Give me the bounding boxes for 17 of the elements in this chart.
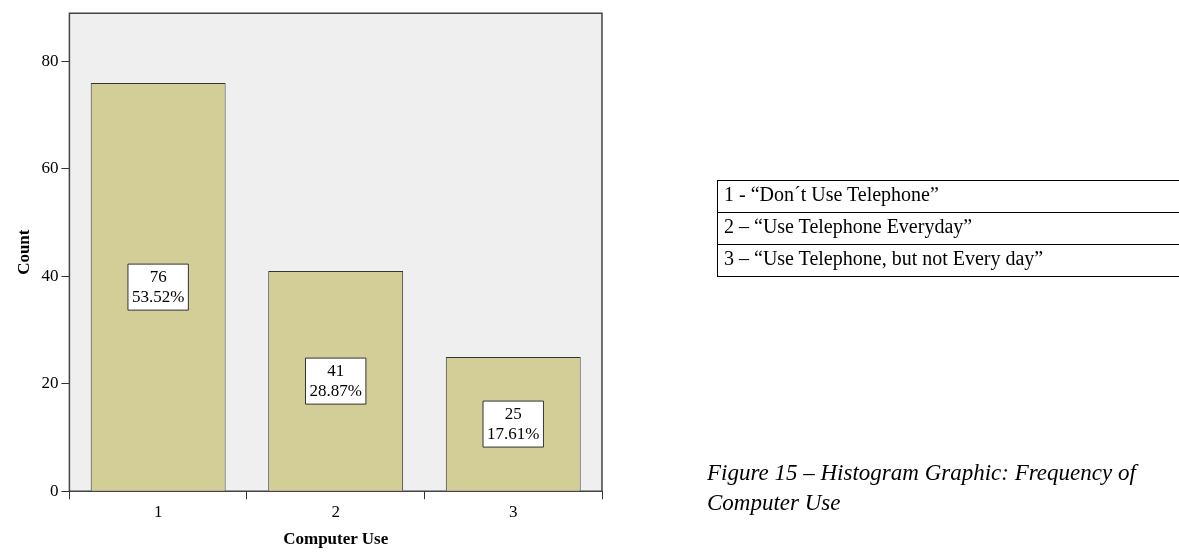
x-axis-title: Computer Use [283, 529, 389, 549]
data-label: 41 28.87% [309, 360, 362, 400]
y-tick-label: 60 [41, 158, 59, 178]
data-label: 76 53.52% [131, 266, 185, 306]
x-tick-label: 3 [508, 501, 518, 521]
y-tick-label: 40 [41, 265, 59, 285]
y-tick-label: 80 [41, 51, 59, 71]
x-tick-label: 1 [153, 501, 163, 521]
text: 2 – “Use Telephone Everyday” [717, 212, 1179, 245]
y-tick-label: 20 [41, 373, 59, 393]
data-label: 25 17.61% [487, 403, 540, 443]
x-tick-label: 2 [331, 501, 340, 521]
y-axis-title: Count [13, 229, 33, 275]
y-tick-label: 0 [49, 480, 59, 500]
text: 1 - “Don´t Use Telephone” [717, 180, 1179, 213]
caption: Figure 15 – Histogram Graphic: Frequency of Computer Use [707, 459, 1140, 517]
text: 3 – “Use Telephone, but not Every day” [717, 244, 1179, 277]
